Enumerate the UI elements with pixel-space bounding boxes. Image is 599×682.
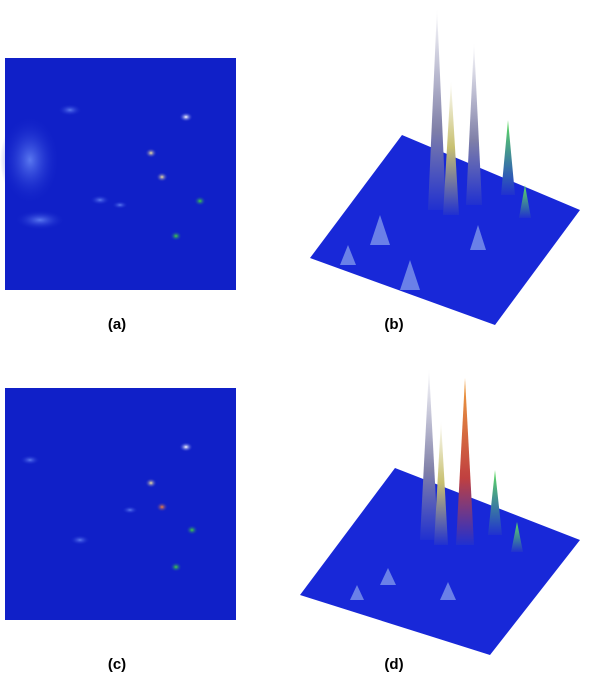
heatmap-c <box>5 388 236 620</box>
panel-label: (c) <box>108 656 126 673</box>
surface-d <box>300 368 580 655</box>
panel-label: (b) <box>384 316 403 333</box>
panel-label: (d) <box>384 656 403 673</box>
panel-label: (a) <box>108 316 126 333</box>
heatmap-a <box>0 58 236 290</box>
surface-b <box>310 8 580 325</box>
